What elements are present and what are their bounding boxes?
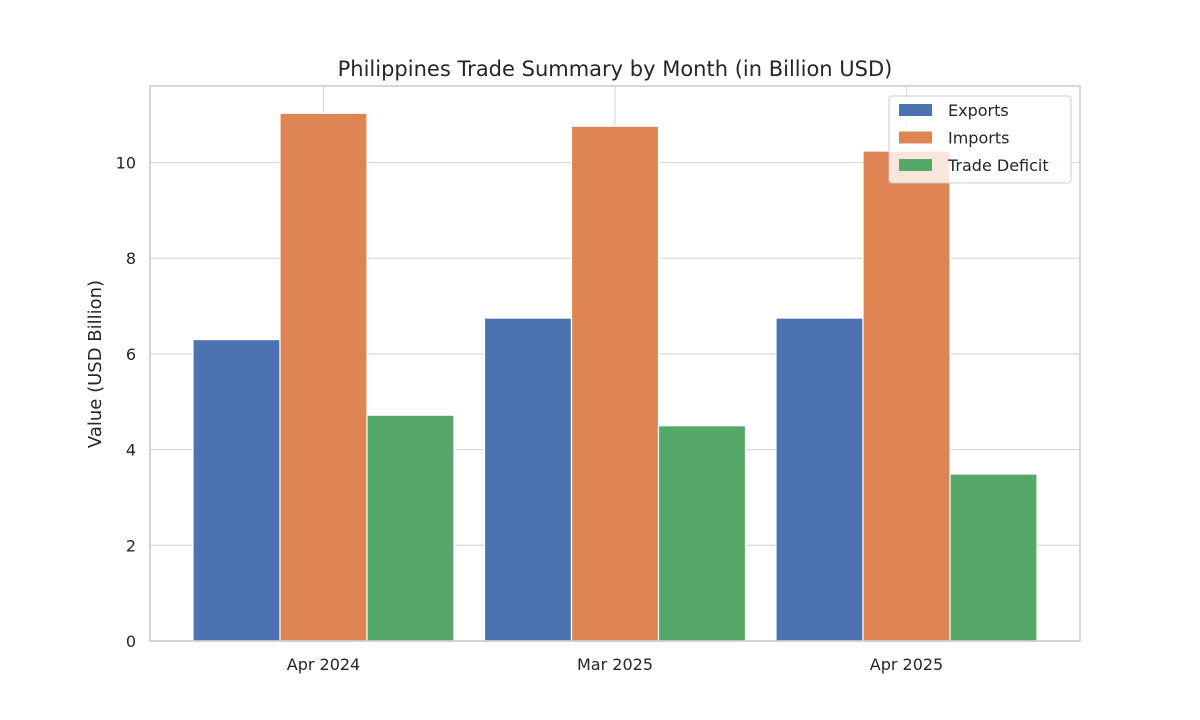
y-tick-label: 10 (116, 154, 136, 173)
x-tick-label: Mar 2025 (577, 655, 653, 674)
bar-trade-deficit (657, 425, 747, 642)
legend-swatch (899, 104, 932, 116)
y-tick-label: 0 (126, 632, 136, 651)
bar-exports (483, 317, 573, 642)
bar-trade-deficit (949, 473, 1038, 642)
y-axis-label: Value (USD Billion) (85, 280, 106, 448)
bar-imports (862, 150, 951, 642)
legend: Exports Imports Trade Deficit (888, 95, 1072, 184)
bar-imports (279, 112, 368, 642)
y-tick-label: 4 (126, 441, 136, 460)
y-tick-label: 2 (126, 536, 136, 555)
chart-title: Philippines Trade Summary by Month (in B… (338, 57, 893, 81)
y-tick-label: 6 (126, 345, 136, 364)
legend-swatch (899, 131, 932, 144)
bar-trade-deficit (366, 414, 455, 642)
plot-frame (149, 85, 1081, 642)
bars (192, 112, 1038, 642)
tick-labels: 0 2 4 6 8 10 Apr 2024 Mar 2025 Apr 2025 (116, 154, 944, 674)
bar-exports (775, 317, 864, 642)
legend-label: Trade Deficit (947, 156, 1049, 175)
legend-label: Imports (948, 129, 1009, 148)
y-tick-label: 8 (126, 249, 136, 268)
bar-imports (570, 125, 660, 642)
legend-swatch (899, 159, 932, 171)
legend-box (888, 95, 1072, 184)
x-tick-label: Apr 2025 (870, 655, 943, 674)
x-tick-label: Apr 2024 (287, 655, 360, 674)
legend-label: Exports (948, 101, 1009, 120)
bar-exports (192, 338, 281, 642)
